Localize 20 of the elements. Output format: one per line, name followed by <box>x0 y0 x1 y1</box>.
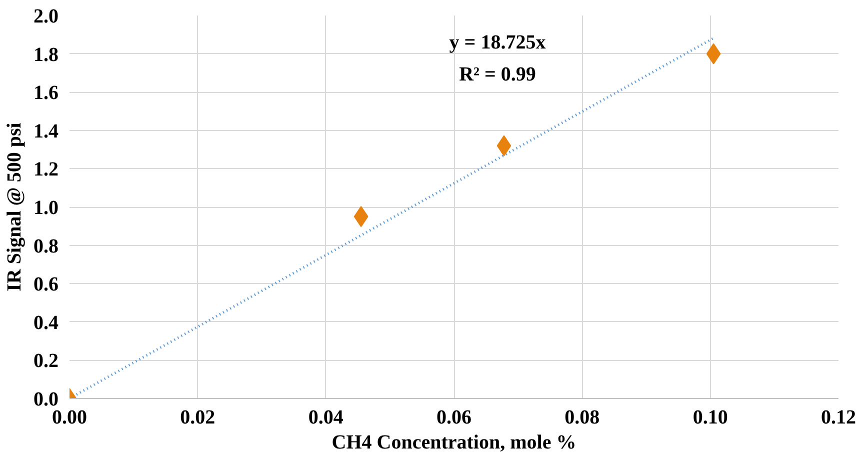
x-tick-label: 0.08 <box>564 406 600 428</box>
x-tick-label: 0.12 <box>821 406 856 428</box>
x-axis-title: CH4 Concentration, mole % <box>332 432 576 454</box>
y-tick-label: 1.8 <box>34 44 58 66</box>
x-tick-label: 0.06 <box>436 406 472 428</box>
y-tick-label: 0.2 <box>34 350 58 372</box>
y-tick-label: 0.8 <box>34 235 58 258</box>
y-tick-label: 1.2 <box>34 158 58 181</box>
x-tick-label: 0.04 <box>308 406 344 428</box>
y-tick-label: 0.6 <box>34 274 58 296</box>
y-axis-title: IR Signal @ 500 psi <box>4 122 26 292</box>
annotation: y = 18.725x <box>449 32 546 54</box>
y-tick-label: 1.4 <box>34 120 58 142</box>
x-tick-label: 0.10 <box>692 406 728 428</box>
y-tick-label: 0.4 <box>34 312 58 334</box>
y-tick-label: 1.6 <box>34 82 58 104</box>
y-tick-label: 1.0 <box>34 197 58 219</box>
annotation: R² = 0.99 <box>459 64 536 86</box>
y-tick-label: 2.0 <box>34 6 58 28</box>
x-tick-label: 0.02 <box>180 406 216 428</box>
